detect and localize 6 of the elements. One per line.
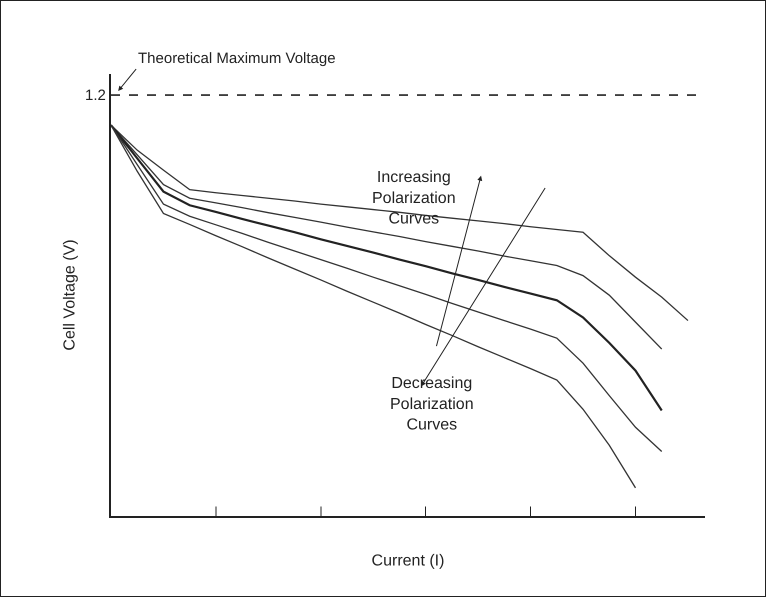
annotation: Decreasing Polarization Curves	[390, 375, 474, 434]
ref-line-label: Theoretical Maximum Voltage	[138, 50, 336, 67]
y-axis-title: Cell Voltage (V)	[62, 239, 79, 351]
x-axis-title: Current (I)	[372, 552, 444, 570]
annotation: Increasing Polarization Curves	[372, 169, 456, 228]
text: 1.2	[85, 87, 106, 104]
